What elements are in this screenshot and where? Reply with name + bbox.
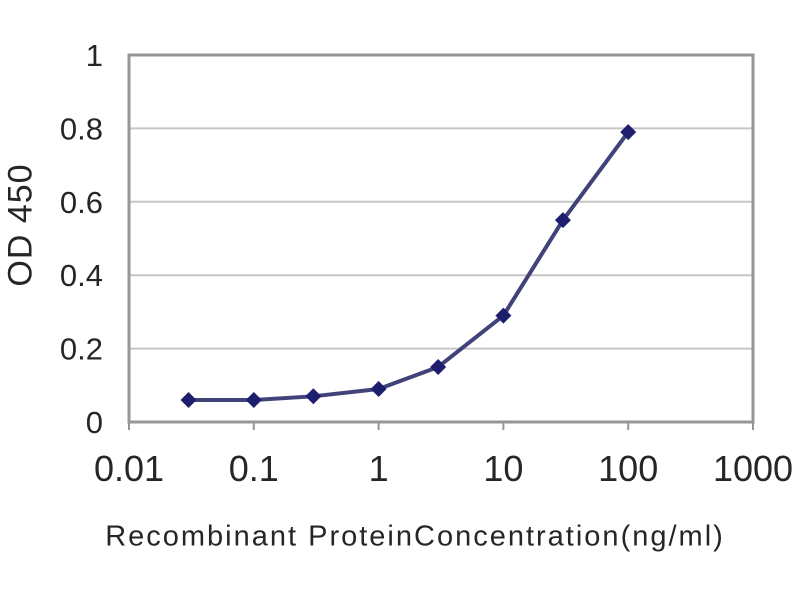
y-tick-label: 0.4 xyxy=(60,258,103,293)
data-point-marker xyxy=(620,124,637,141)
x-tick-label: 0.1 xyxy=(229,448,279,489)
data-point-marker xyxy=(305,388,322,405)
data-series-line xyxy=(186,130,631,402)
y-axis-title: OD 450 xyxy=(1,163,40,287)
data-point-marker xyxy=(430,358,447,375)
y-tick-label: 0.6 xyxy=(60,185,103,220)
x-tick-label: 1 xyxy=(369,448,389,489)
data-point-marker xyxy=(495,307,512,324)
x-tick-label: 1000 xyxy=(713,448,793,489)
data-point-marker xyxy=(554,212,571,229)
x-axis-title: Recombinant ProteinConcentration(ng/ml) xyxy=(105,520,725,553)
plot-frame xyxy=(127,53,755,424)
y-tick-label: 0 xyxy=(86,405,103,440)
y-tick-label: 0.8 xyxy=(60,111,103,146)
x-tick-label: 0.01 xyxy=(94,448,164,489)
data-point-marker xyxy=(180,391,197,408)
y-tick-label: 0.2 xyxy=(60,332,103,367)
x-tick-label: 10 xyxy=(483,448,523,489)
data-point-marker xyxy=(245,391,262,408)
data-point-marker xyxy=(370,380,387,397)
y-tick-label: 1 xyxy=(86,38,103,73)
x-tick-label: 100 xyxy=(598,448,658,489)
